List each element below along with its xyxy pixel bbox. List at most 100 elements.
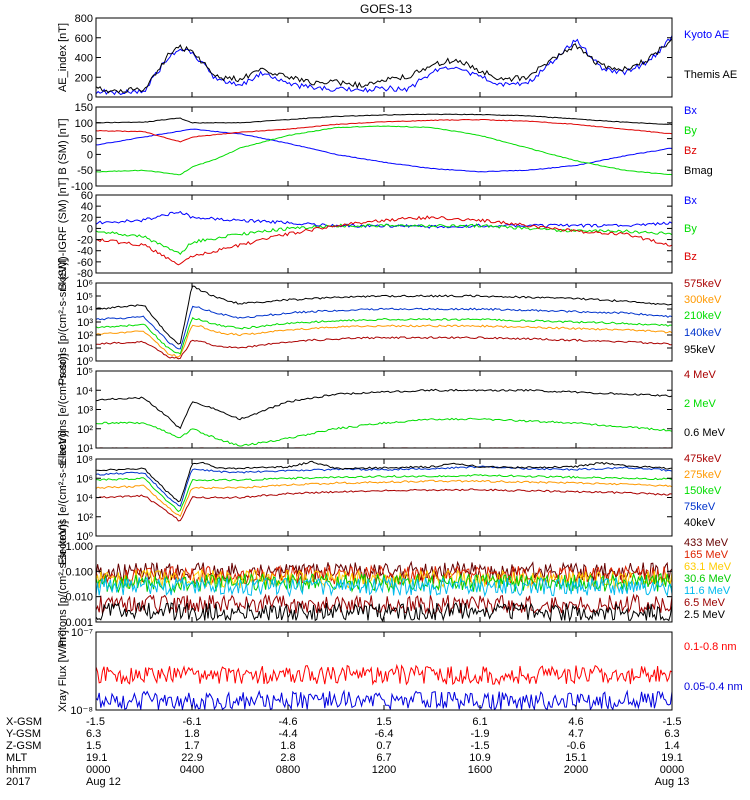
x-axis-row-value: 19.1 [661,752,682,764]
x-axis-row-value: -1.5 [471,740,490,752]
legend-entry: 0.05-0.4 nm [684,681,743,693]
y-tick-label: 10¹ [77,443,93,455]
series-bx [96,128,672,173]
y-tick-label: 10⁰ [76,356,93,368]
y-tick-label: 40 [81,201,93,213]
legend-entry: 2.5 MeV [684,609,726,621]
x-axis-row-label: Y-GSM [6,728,41,740]
legend-entry: By [684,125,697,137]
series-95kev [96,285,672,345]
y-tick-label: 0 [87,149,93,161]
y-tick-label: -60 [77,257,93,269]
panel-frame [95,194,673,274]
series-30-6-mev [96,572,672,594]
y-axis-label: AE_index [nT] [57,23,69,92]
y-tick-label: 10³ [77,317,93,329]
x-axis-row-value: Aug 13 [655,776,690,788]
x-axis-row-value: 1600 [468,764,492,776]
legend-entry: 40keV [684,517,716,529]
y-axis-label: Xray Flux [W/m²] [57,630,69,712]
series-by [96,223,672,255]
y-tick-label: 200 [75,72,93,84]
legend-entry: Bx [684,195,697,207]
series-0-1-0-8-nm [96,663,672,686]
series-group [96,285,672,360]
x-axis-row-value: 1.7 [184,740,199,752]
series-210kev [96,317,672,355]
legend-entry: 2 MeV [684,398,716,410]
x-axis-row-value: 0000 [660,764,684,776]
y-tick-label: 400 [75,53,93,65]
series-bz [96,215,672,266]
x-axis-row-value: 6.7 [376,752,391,764]
x-axis-row-value: 4.7 [568,728,583,740]
x-axis-row-label: 2017 [6,776,30,788]
legend-entry: 75keV [684,501,716,513]
series-group [96,35,672,96]
y-tick-label: 800 [75,13,93,25]
legend-entry: 275keV [684,469,722,481]
series-by [96,125,672,176]
y-tick-label: -40 [77,246,93,258]
x-axis-row-value: 6.3 [664,728,679,740]
x-axis-row-label: hhmm [6,764,37,776]
chart-title: GOES-13 [360,2,412,16]
legend-entry: 95keV [684,344,716,356]
y-tick-label: 10⁴ [76,385,93,397]
x-axis-row-value: -4.4 [279,728,298,740]
legend-entry: 63.1 MeV [684,561,732,573]
series-40kev [96,460,672,503]
y-tick-label: 10² [77,512,93,524]
y-tick-label: 0 [87,92,93,104]
legend-entry: 11.6 MeV [684,585,731,597]
x-axis-row-value: 4.6 [568,716,583,728]
y-tick-label: 10⁵ [76,366,93,378]
panel-1: 0 200 400 600 800 AE_index [nT] Kyoto AE Themis… [57,13,737,104]
x-axis-row-value: -1.5 [86,716,105,728]
legend-entry: By [684,223,697,235]
y-tick-label: -100 [71,181,93,193]
panel-frame [95,370,673,449]
legend-entry: Bz [684,145,697,157]
panel-frame [95,545,673,623]
legend-entry: 210keV [684,310,722,322]
series-group [96,460,672,522]
series-group [96,663,672,710]
y-tick-label: 10⁸ [76,454,93,466]
y-tick-label: 10⁶ [76,473,93,485]
x-axis-row-value: -1.5 [663,716,682,728]
y-tick-label: 10¹ [77,343,93,355]
series-bz [96,118,672,143]
series-0-6-mev [96,388,672,430]
y-axis-label: B (SM) [nT] [57,118,69,174]
x-axis-row-value: 6.1 [472,716,487,728]
y-tick-label: 150 [75,102,93,114]
x-axis-row-value: 1200 [372,764,396,776]
y-axis-label: Protons [p/(cm²-s-sr-keV)] [57,259,69,386]
legend-entry: Bmag [684,165,713,177]
series-kyoto-ae [96,35,672,96]
series-6-5-mev [96,593,672,615]
series-575kev [96,336,672,360]
y-axis-label: Electrons [e/(cm²-s-sr-keV)] [57,430,69,564]
x-axis-row-value: 0800 [276,764,300,776]
legend-entry: 150keV [684,485,722,497]
legend-entry: 4 MeV [684,369,716,381]
legend-entry: 140keV [684,327,722,339]
x-axis-row-label: X-GSM [6,716,42,728]
legend-entry: 575keV [684,278,722,290]
x-axis-row-value: 1.8 [280,740,295,752]
y-tick-label: 10⁶ [76,278,93,290]
y-tick-label: 10³ [77,405,93,417]
y-tick-label: -50 [77,165,93,177]
x-axis-row-label: Z-GSM [6,740,41,752]
y-tick-label: 10⁴ [76,304,93,316]
y-tick-label: 10⁴ [76,493,93,505]
series-300kev [96,324,672,358]
legend-entry: 30.6 MeV [684,573,732,585]
series-group [96,560,672,622]
y-tick-label: 10⁰ [76,531,93,543]
